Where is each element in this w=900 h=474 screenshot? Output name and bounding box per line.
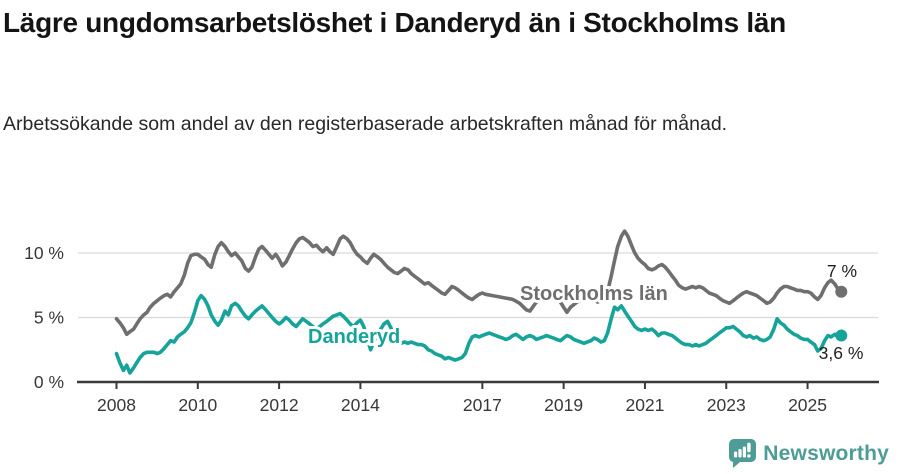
x-tick-label: 2010 [178,395,217,415]
x-tick-label: 2008 [97,395,136,415]
y-tick-label: 0 % [34,372,64,392]
danderyd-series-line [114,293,844,375]
x-tick-label: 2012 [260,395,299,415]
stockholms-l-n-end-dot [835,285,848,298]
danderyd-end-value-label: 3,6 % [819,343,864,363]
x-tick-label: 2019 [544,395,583,415]
danderyd-end-dot [835,329,848,342]
x-tick-label: 2021 [625,395,664,415]
x-tick-label: 2014 [341,395,380,415]
page-subtitle: Arbetssökande som andel av den registerb… [3,113,728,135]
x-tick-label: 2017 [463,395,502,415]
newsworthy-brand: Newsworthy [729,439,889,468]
y-tick-label: 5 % [34,308,64,328]
x-tick-label: 2023 [707,395,746,415]
x-tick-label: 2025 [788,395,827,415]
brand-name: Newsworthy [763,441,889,465]
stockholms-l-n-series-label: Stockholms län [520,283,668,305]
y-tick-label: 10 % [24,243,64,263]
page-title: Lägre ungdomsarbetslöshet i Danderyd än … [3,7,786,38]
danderyd-series-label: Danderyd [308,326,400,348]
stockholms-l-n-end-value-label: 7 % [827,261,857,281]
newsworthy-logo-icon [729,439,757,468]
stockholms-l-n-series-line [114,229,844,337]
